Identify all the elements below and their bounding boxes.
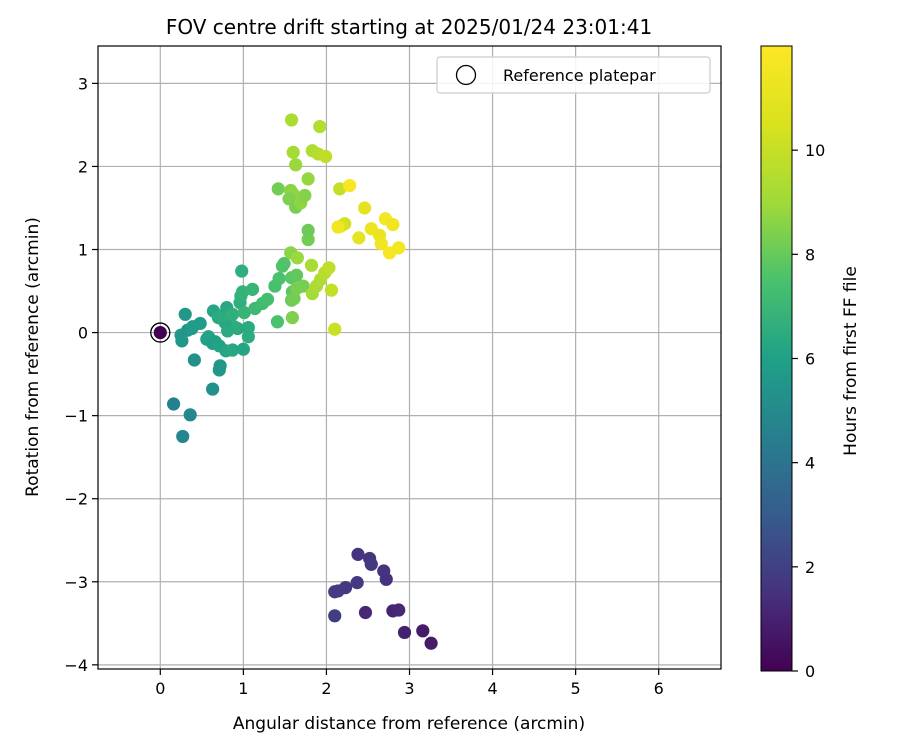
x-axis-ticks: 0 1 2 3 4 5 6	[155, 669, 664, 698]
y-tick-label: 2	[78, 157, 88, 176]
x-tick-label: 1	[238, 679, 248, 698]
data-point	[225, 307, 240, 321]
colorbar-ticks: 0 2 4 6 8 10	[792, 141, 825, 681]
colorbar-tick-label: 8	[805, 245, 815, 264]
x-tick-label: 2	[321, 679, 331, 698]
x-tick-label: 3	[404, 679, 414, 698]
y-tick-label: −3	[64, 573, 88, 592]
legend-box	[436, 56, 711, 94]
x-tick-label: 4	[487, 679, 497, 698]
colorbar-label: Hours from first FF file	[841, 266, 861, 456]
data-point	[358, 201, 372, 215]
y-axis-label: Rotation from reference (arcmin)	[23, 217, 43, 497]
data-point	[235, 285, 250, 299]
data-point	[271, 182, 285, 196]
data-points	[166, 113, 438, 650]
colorbar-tick-label: 0	[805, 662, 815, 681]
data-point	[212, 363, 226, 377]
colorbar-tick-label: 2	[805, 558, 815, 577]
data-point	[364, 557, 378, 571]
colorbar: 0 2 4 6 8 10 Hours from first FF file	[760, 45, 861, 681]
reference-point	[153, 325, 167, 340]
colorbar-bar	[760, 45, 793, 672]
y-tick-label: −1	[64, 407, 88, 426]
data-point	[324, 283, 339, 297]
data-point	[186, 320, 200, 334]
data-point	[176, 429, 190, 444]
data-point	[350, 576, 364, 590]
colorbar-tick-label: 4	[805, 454, 815, 473]
data-point	[322, 261, 336, 275]
data-point	[333, 182, 347, 196]
data-point	[416, 624, 430, 638]
data-point	[374, 237, 388, 251]
data-point	[424, 636, 438, 650]
y-tick-label: −4	[64, 656, 88, 675]
data-point	[386, 217, 400, 232]
data-point	[392, 241, 406, 255]
y-tick-label: −2	[64, 490, 88, 509]
x-tick-label: 5	[571, 679, 581, 698]
y-tick-label: 1	[78, 241, 88, 260]
data-point	[290, 251, 304, 265]
data-point	[352, 231, 366, 245]
data-point	[206, 382, 220, 396]
data-point	[241, 320, 255, 335]
grid-lines	[98, 46, 721, 669]
data-point	[301, 232, 315, 247]
data-point	[313, 119, 327, 134]
data-point	[241, 330, 255, 344]
data-point	[237, 306, 251, 320]
data-point	[319, 149, 333, 164]
x-tick-label: 6	[654, 679, 664, 698]
data-point	[284, 113, 299, 127]
data-point	[236, 342, 250, 356]
data-point	[260, 292, 275, 306]
y-tick-label: 3	[78, 74, 88, 93]
y-tick-label: 0	[78, 324, 88, 343]
legend: Reference platepar	[436, 56, 711, 94]
data-point	[358, 605, 373, 620]
x-tick-label: 0	[155, 679, 165, 698]
data-point	[245, 282, 260, 296]
data-point	[298, 188, 312, 203]
data-point	[351, 547, 365, 561]
data-point	[183, 408, 197, 422]
data-point	[272, 271, 286, 286]
data-point	[328, 609, 342, 623]
data-point	[178, 307, 192, 321]
data-point	[277, 257, 291, 271]
legend-entry: Reference platepar	[503, 66, 656, 85]
reference-marker-icon	[150, 322, 171, 343]
data-point	[166, 397, 181, 411]
data-point	[331, 220, 345, 234]
data-point	[225, 343, 240, 357]
chart-title: FOV centre drift starting at 2025/01/24 …	[166, 15, 652, 39]
colorbar-tick-label: 6	[805, 350, 815, 369]
data-point	[392, 603, 406, 617]
data-point	[187, 353, 201, 367]
y-axis-ticks: −4 −3 −2 −1 0 1 2 3	[64, 74, 98, 675]
data-point	[301, 172, 315, 186]
data-point	[289, 268, 304, 282]
data-point	[304, 258, 319, 272]
x-axis-label: Angular distance from reference (arcmin)	[233, 714, 585, 734]
data-point	[235, 264, 249, 278]
data-point	[397, 625, 412, 640]
data-point	[296, 279, 310, 293]
data-point	[328, 585, 342, 599]
data-point	[287, 291, 301, 306]
colorbar-tick-label: 10	[805, 141, 825, 160]
data-point	[285, 311, 299, 325]
data-point	[286, 145, 300, 159]
data-point	[343, 178, 357, 193]
data-point	[379, 572, 393, 586]
reference-marker-group	[150, 322, 171, 343]
data-point	[328, 322, 342, 336]
data-point	[270, 315, 285, 329]
data-point	[289, 158, 303, 172]
data-point	[301, 223, 315, 238]
legend-marker-icon	[455, 64, 477, 86]
